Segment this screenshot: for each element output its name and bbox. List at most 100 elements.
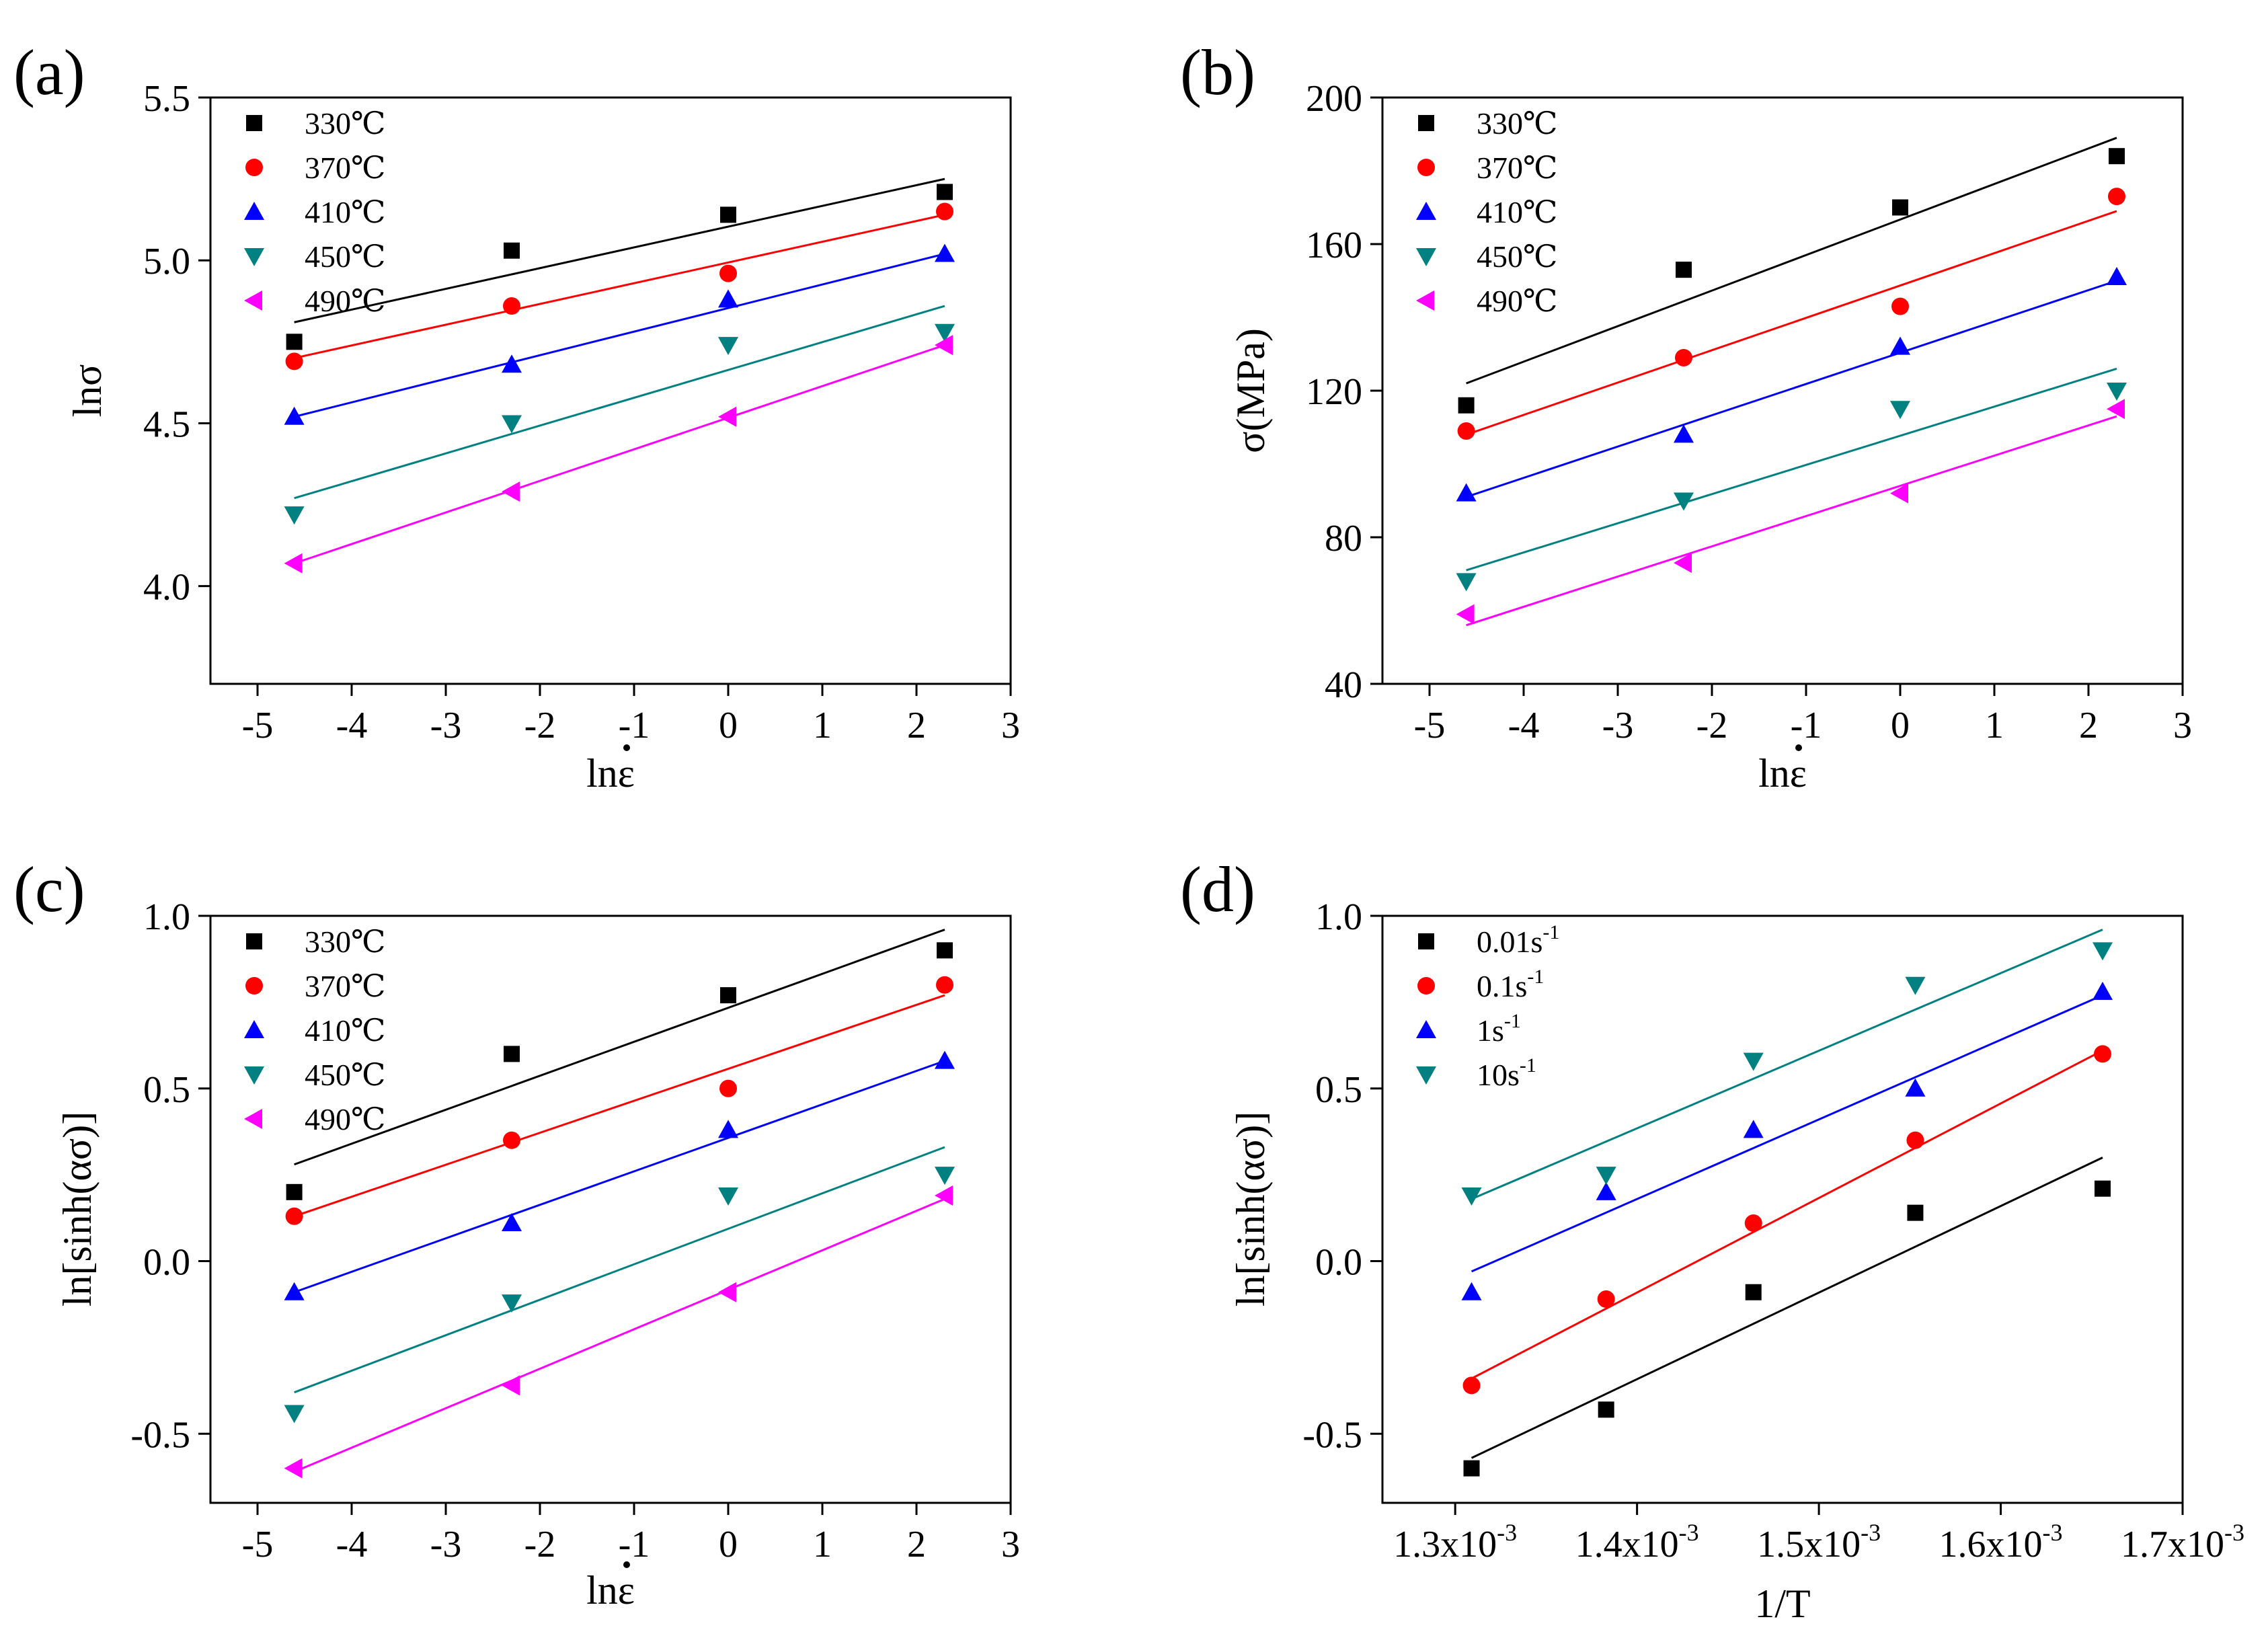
y-tick-label: 4.0	[143, 567, 190, 609]
x-tick-label: -5	[242, 1524, 274, 1565]
y-tick-label: 5.5	[143, 78, 190, 120]
x-tick-label: -1	[1791, 705, 1822, 746]
data-series	[286, 929, 953, 1200]
data-point	[1890, 336, 1910, 355]
chart-panel: -5 -4 -3 -2 -1 0 1 2 3 -0.5 0.0 0.5 1.0 lnε ln[sinh(ασ…	[55, 896, 1020, 1612]
y-tick-label: 5.0	[143, 241, 190, 282]
legend-marker	[246, 933, 262, 949]
fit-line	[294, 1060, 945, 1294]
legend-entry: 370℃	[305, 969, 385, 1003]
data-point	[937, 184, 953, 200]
data-point	[936, 202, 953, 221]
data-point	[503, 297, 520, 315]
data-point	[1892, 199, 1908, 216]
data-point	[1597, 1290, 1615, 1309]
data-point	[284, 506, 305, 525]
data-point	[720, 206, 736, 223]
x-axis-label: lnε	[586, 751, 635, 795]
panel-label: (d)	[1180, 853, 1255, 925]
data-point	[285, 1207, 303, 1225]
data-series	[1461, 929, 2113, 1206]
data-point	[502, 1213, 522, 1232]
data-series	[284, 1146, 955, 1424]
legend-entry: 330℃	[1477, 106, 1557, 141]
data-point	[285, 352, 303, 370]
x-tick-label: 1.3x10-3	[1393, 1519, 1517, 1565]
y-tick-label: 1.0	[1315, 896, 1362, 938]
data-point	[1674, 553, 1692, 574]
strain-rate-dot	[623, 1561, 630, 1568]
x-tick-label: 1	[813, 1524, 832, 1565]
y-tick-label: 200	[1306, 78, 1362, 120]
y-axis-label: lnσ	[65, 364, 110, 417]
legend-marker	[244, 202, 264, 220]
fit-line	[1471, 929, 2103, 1200]
y-tick-label: 160	[1306, 225, 1362, 266]
data-point	[720, 987, 736, 1004]
data-point	[2095, 1180, 2111, 1197]
x-tick-label: 2	[2079, 705, 2098, 746]
data-series	[284, 305, 955, 525]
data-series	[286, 178, 953, 350]
fit-line	[1466, 210, 2117, 436]
strain-rate-dot	[623, 744, 630, 751]
data-point	[1461, 1282, 1482, 1300]
fit-line	[294, 305, 945, 500]
plot-frame	[1381, 914, 2184, 1504]
data-point	[502, 1294, 522, 1313]
data-point	[504, 242, 520, 259]
data-point	[502, 481, 520, 502]
data-point	[1458, 397, 1475, 414]
data-point	[284, 406, 305, 425]
data-series	[1456, 399, 2125, 627]
chart-panel: -5 -4 -3 -2 -1 0 1 2 3 40 80 120 160 200 lnε σ(MPa) 330℃…	[1228, 78, 2192, 795]
legend-marker	[1416, 248, 1436, 266]
x-tick-label: -5	[242, 705, 274, 746]
y-tick-label: -0.5	[130, 1414, 190, 1456]
y-tick-label: 0.0	[143, 1242, 190, 1284]
legend: 0.01s-1 0.1s-1 1s-1 10s-1	[1416, 921, 1559, 1092]
data-point	[718, 1282, 736, 1302]
data-series	[1461, 981, 2113, 1300]
fit-line	[294, 994, 945, 1218]
fit-line	[1466, 415, 2117, 627]
data-point	[1906, 1131, 1924, 1149]
panel-label: (b)	[1180, 36, 1255, 108]
x-tick-label: 3	[2173, 705, 2192, 746]
data-point	[1596, 1181, 1616, 1200]
legend-entry: 0.01s-1	[1477, 921, 1559, 959]
data-point	[1456, 573, 1477, 592]
data-point	[503, 1131, 520, 1149]
y-tick-label: 1.0	[143, 896, 190, 938]
x-tick-label: 1	[813, 705, 832, 746]
x-tick-label: 1.4x10-3	[1575, 1519, 1699, 1565]
data-series	[1458, 136, 2125, 414]
x-tick-label: -3	[430, 1524, 462, 1565]
legend-entry: 370℃	[305, 151, 385, 185]
data-point	[2093, 981, 2113, 1000]
x-tick-label: 0	[719, 705, 738, 746]
legend-entry: 1s-1	[1477, 1010, 1521, 1048]
x-tick-label: -1	[619, 1524, 650, 1565]
data-point	[2093, 942, 2113, 961]
fit-line	[294, 178, 945, 323]
fit-line	[1466, 280, 2117, 498]
y-axis-label: σ(MPa)	[1228, 328, 1273, 453]
data-point	[1890, 401, 1910, 420]
y-tick-label: 4.5	[143, 403, 190, 445]
fit-line	[1466, 367, 2117, 572]
legend-marker	[1417, 159, 1435, 176]
data-point	[1905, 1078, 1926, 1097]
x-tick-label: 1.7x10-3	[2121, 1519, 2244, 1565]
legend-entry: 490℃	[305, 1102, 385, 1136]
legend-marker	[1417, 977, 1435, 994]
data-series	[285, 202, 953, 370]
data-point	[2109, 148, 2125, 165]
data-series	[1456, 367, 2127, 592]
legend-marker	[244, 290, 262, 311]
data-point	[1905, 976, 1926, 995]
x-tick-label: 2	[907, 705, 926, 746]
legend-marker	[1416, 1066, 1436, 1085]
data-point	[1598, 1401, 1614, 1418]
legend-entry: 410℃	[1477, 195, 1557, 229]
